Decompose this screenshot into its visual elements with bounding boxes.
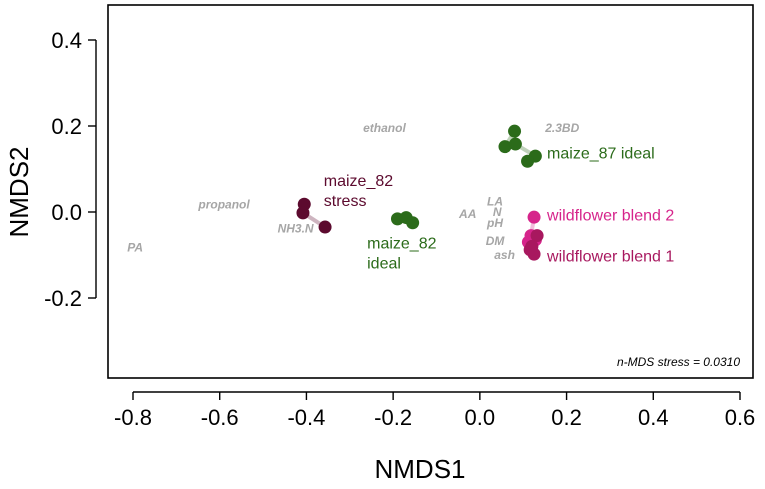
data-point — [406, 216, 420, 230]
data-point — [521, 154, 535, 168]
variable-label: propanol — [197, 197, 250, 211]
y-axis: -0.2 0.0 0.2 0.4 — [44, 28, 97, 311]
variable-label: NH3.N — [278, 221, 314, 235]
y-tick-label: 0.4 — [51, 28, 82, 53]
group-label: maize_82 — [367, 236, 436, 253]
x-tick-label: -0.6 — [201, 405, 239, 430]
x-tick-label: 0.0 — [465, 405, 496, 430]
x-axis-title: NMDS1 — [374, 454, 465, 484]
data-point — [527, 210, 541, 224]
variable-label: ethanol — [363, 121, 406, 135]
stress-annotation: n-MDS stress = 0.0310 — [617, 355, 740, 369]
variable-label: pH — [486, 216, 503, 230]
y-axis-title: NMDS2 — [4, 146, 34, 237]
data-point — [523, 243, 537, 257]
variable-label: DM — [486, 234, 506, 248]
group-label: maize_87 ideal — [547, 145, 655, 162]
group-label: stress — [324, 193, 367, 210]
data-point — [296, 206, 310, 220]
data-point — [508, 137, 522, 151]
x-tick-label: 0.6 — [725, 405, 756, 430]
x-tick-label: -0.4 — [287, 405, 325, 430]
variable-label: N — [493, 205, 502, 219]
group-label: wildflower blend 1 — [546, 248, 674, 265]
y-tick-label: 0.2 — [51, 114, 82, 139]
data-point — [508, 124, 522, 138]
variable-label: LA — [487, 194, 503, 208]
variable-label: 2.3BD — [544, 121, 579, 135]
y-tick-label: -0.2 — [44, 286, 82, 311]
x-tick-label: 0.2 — [551, 405, 582, 430]
data-points — [296, 124, 544, 261]
group-label: wildflower blend 2 — [546, 208, 674, 225]
plot-frame — [107, 4, 754, 379]
data-point — [530, 229, 544, 243]
variable-label: AA — [458, 207, 476, 221]
x-tick-label: -0.2 — [374, 405, 412, 430]
x-tick-label: 0.4 — [638, 405, 669, 430]
data-point — [498, 140, 512, 154]
x-tick-label: -0.8 — [114, 405, 152, 430]
data-point — [318, 220, 332, 234]
variable-label: ash — [494, 248, 515, 262]
variable-label: PA — [127, 241, 143, 255]
group-label: ideal — [367, 256, 401, 273]
y-tick-label: 0.0 — [51, 200, 82, 225]
x-axis: -0.8 -0.6 -0.4 -0.2 0.0 0.2 0.4 0.6 — [114, 391, 756, 430]
group-label: maize_82 — [324, 173, 393, 190]
